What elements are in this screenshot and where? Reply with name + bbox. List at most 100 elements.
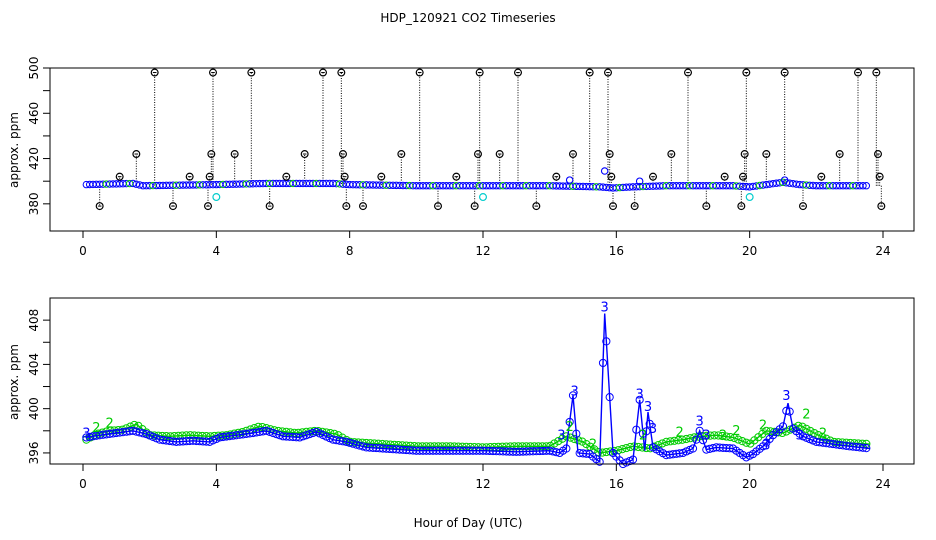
mode2-label: 2 [819,426,827,441]
spike-point [205,172,214,181]
spike-point [185,172,194,181]
top-x-tick-label: 0 [79,244,87,258]
mode3-point [512,447,521,456]
mode3-point [538,446,548,456]
mode3-point [515,447,524,456]
mode3-point [408,446,418,455]
mode2-point [706,431,715,440]
mode3-point [582,449,591,458]
spike-point [95,202,104,211]
mode3-point [422,446,431,455]
mode2-point [742,438,751,447]
spike-point [282,172,291,181]
mode3-point [505,447,514,456]
mode3-point [712,443,721,452]
mode3-label: 3 [82,426,90,441]
mode3-point [715,443,724,452]
spike-point [608,202,617,211]
spike-point [875,172,884,181]
peak-point [600,167,609,175]
spike-point [738,172,747,181]
spike-point [762,150,771,159]
mode3-point [595,457,604,466]
mode3-point [418,446,428,455]
top-y-tick-label: 460 [27,102,41,125]
spike-point [683,68,692,77]
spike-point [415,68,424,77]
mode2-point [194,431,203,440]
mode3-point [402,445,411,455]
mode2-point [334,431,343,440]
mode3-point [532,447,541,456]
mode3-point [598,358,608,368]
peak-point [635,177,644,185]
mode2-point [710,431,719,440]
mode3-point [288,432,298,442]
flag-point [479,193,488,202]
spike-point [877,202,886,211]
mode3-label: 3 [557,429,565,444]
spike-point [340,172,349,181]
mode3-point [472,446,481,455]
top-y-tick-label: 420 [27,147,41,170]
mode2-point [662,437,671,446]
spike-point [434,202,443,211]
spike-point [817,172,826,181]
bottom-x-tick-label: 0 [79,477,87,491]
spike-point [209,68,218,77]
spike-point [207,150,216,159]
spike-point [115,172,124,181]
mode3-point [862,444,871,453]
mode3-point [455,446,464,455]
bottom-x-tick-label: 20 [742,477,757,491]
mode3-point [462,446,471,455]
mode3-point [435,446,444,455]
top-x-tick-label: 8 [346,244,354,258]
mode3-point [695,426,704,435]
top-x-tick-label: 20 [742,244,757,258]
bottom-y-tick-label: 408 [27,309,41,332]
spike-point [532,202,541,211]
mode3-point [692,435,701,444]
mode3-point [602,337,611,346]
top-y-tick-label: 500 [27,57,41,80]
mode2-point [618,445,627,454]
chart-title: HDP_120921 CO2 Timeseries [380,11,555,25]
spike-point [872,68,881,77]
mode3-point [168,437,178,446]
mode2-point [514,442,523,451]
mode2-point [718,431,727,441]
mode3-point [568,391,578,400]
spike-point [585,68,594,77]
spike-point [737,202,746,211]
mode2-point [370,439,379,448]
mode2-point [94,429,103,438]
mode3-point [372,443,381,453]
spike-point [798,202,807,211]
mode3-point [185,436,194,446]
mode2-point [762,426,771,435]
mode3-point [502,447,511,456]
spike-point [603,68,612,77]
spike-point [470,202,479,211]
mode3-point [412,446,421,455]
mode2-point [550,439,559,448]
mode3-point [125,427,134,436]
mode3-point [198,437,208,446]
mode3-point [785,407,794,416]
mode2-point [598,448,607,457]
mode3-point [525,447,534,456]
spike-point [475,68,484,77]
mode2-point [726,432,735,442]
spike-point [150,68,159,77]
mode2-label: 2 [566,420,574,435]
mode2-point [622,443,631,453]
mode3-point [605,393,614,402]
mode2-point [686,434,695,443]
mode2-point [638,443,647,452]
mode3-point [722,443,731,453]
mode2-point [678,435,687,444]
flag-point [745,193,754,202]
